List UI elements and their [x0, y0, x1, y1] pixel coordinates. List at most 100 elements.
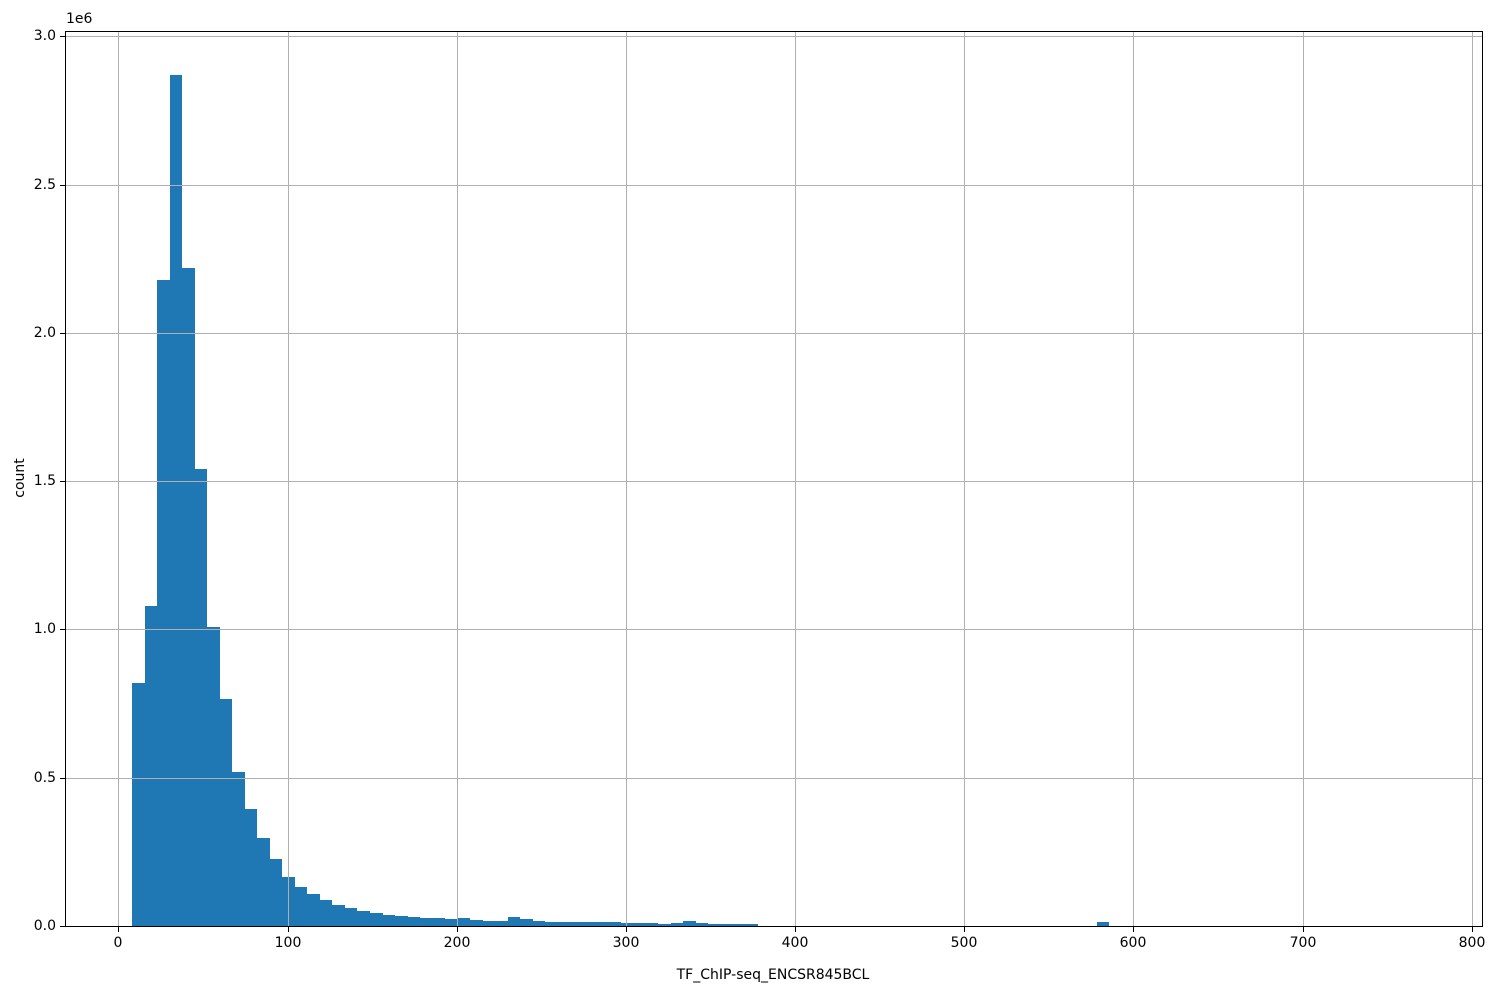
- x-gridline: [1472, 32, 1473, 926]
- histogram-bar: [470, 920, 483, 926]
- histogram-bar: [458, 918, 470, 926]
- histogram-bar: [683, 921, 696, 926]
- histogram-bar: [671, 923, 683, 926]
- x-tick-label: 0: [113, 935, 123, 951]
- histogram-bar: [520, 919, 533, 926]
- x-gridline: [626, 32, 627, 926]
- x-gridline: [288, 32, 289, 926]
- histogram-bar: [733, 924, 746, 926]
- x-tick-label: 400: [781, 935, 809, 951]
- histogram-bar: [195, 469, 207, 926]
- plot-area: [65, 31, 1483, 927]
- x-tick-mark: [964, 927, 965, 932]
- histogram-bar: [570, 922, 583, 926]
- histogram-bar: [145, 606, 157, 926]
- x-tick-label: 300: [612, 935, 640, 951]
- x-tick-mark: [1303, 927, 1304, 932]
- histogram-bar: [345, 908, 357, 926]
- y-tick-label: 1.5: [33, 473, 56, 489]
- y-axis-offset-label: 1e6: [66, 11, 93, 27]
- histogram-bar: [357, 911, 370, 926]
- y-tick-mark: [60, 778, 65, 779]
- histogram-bar: [696, 923, 708, 926]
- x-gridline: [1303, 32, 1304, 926]
- x-tick-mark: [626, 927, 627, 932]
- histogram-bar: [558, 922, 570, 926]
- histogram-bar: [1097, 922, 1109, 926]
- y-tick-mark: [60, 36, 65, 37]
- histogram-bar: [545, 922, 558, 926]
- y-gridline: [66, 629, 1482, 630]
- histogram-bar: [270, 859, 282, 926]
- x-tick-label: 200: [443, 935, 471, 951]
- histogram-bar: [132, 683, 145, 926]
- y-tick-label: 3.0: [33, 28, 56, 44]
- histogram-bar: [633, 923, 646, 926]
- histogram-bar: [257, 838, 270, 926]
- histogram-bar: [608, 922, 621, 926]
- histogram-bar: [307, 894, 320, 926]
- x-tick-label: 100: [274, 935, 302, 951]
- y-tick-label: 2.5: [33, 177, 56, 193]
- y-tick-mark: [60, 481, 65, 482]
- x-gridline: [457, 32, 458, 926]
- histogram-bar: [508, 917, 520, 926]
- histogram-bar: [408, 917, 420, 926]
- x-tick-mark: [1472, 927, 1473, 932]
- x-tick-mark: [795, 927, 796, 932]
- histogram-bar: [182, 268, 195, 926]
- histogram-bar: [207, 627, 220, 926]
- histogram-bar: [445, 919, 458, 926]
- histogram-bar: [721, 924, 733, 926]
- histogram-bar: [483, 921, 495, 926]
- histogram-bar: [232, 772, 245, 926]
- y-tick-label: 2.0: [33, 325, 56, 341]
- y-tick-mark: [60, 333, 65, 334]
- histogram-bar: [621, 923, 633, 926]
- grid: [66, 32, 1482, 926]
- histogram-bar: [658, 924, 671, 926]
- y-gridline: [66, 481, 1482, 482]
- y-gridline: [66, 778, 1482, 779]
- histogram-bar: [595, 922, 608, 926]
- y-gridline: [66, 185, 1482, 186]
- histogram-bar: [220, 699, 232, 926]
- x-gridline: [964, 32, 965, 926]
- x-axis-label: TF_ChIP-seq_ENCSR845BCL: [676, 967, 870, 983]
- x-tick-mark: [1133, 927, 1134, 932]
- histogram-bar: [746, 924, 758, 926]
- histogram-bar: [370, 913, 383, 926]
- histogram-bar: [646, 923, 658, 926]
- y-tick-label: 1.0: [33, 621, 56, 637]
- x-tick-label: 600: [1119, 935, 1147, 951]
- y-tick-label: 0.0: [33, 918, 56, 934]
- histogram-bar: [332, 905, 345, 926]
- x-tick-label: 500: [950, 935, 978, 951]
- x-gridline: [795, 32, 796, 926]
- x-tick-mark: [288, 927, 289, 932]
- histogram-bar: [170, 75, 182, 926]
- histogram-bar: [295, 887, 307, 926]
- histogram-bar: [533, 921, 545, 926]
- histogram-bar: [245, 809, 257, 926]
- y-gridline: [66, 36, 1482, 37]
- x-tick-label: 800: [1458, 935, 1486, 951]
- y-tick-mark: [60, 629, 65, 630]
- histogram-bars: [66, 32, 1482, 926]
- histogram-bar: [157, 280, 170, 926]
- x-tick-mark: [457, 927, 458, 932]
- x-tick-mark: [118, 927, 119, 932]
- histogram-bar: [495, 921, 508, 926]
- y-tick-label: 0.5: [33, 770, 56, 786]
- histogram-bar: [420, 918, 433, 926]
- histogram-bar: [433, 918, 445, 926]
- histogram-bar: [395, 916, 408, 926]
- histogram-bar: [708, 924, 721, 926]
- histogram-bar: [583, 922, 595, 926]
- y-tick-mark: [60, 185, 65, 186]
- y-tick-mark: [60, 926, 65, 927]
- y-gridline: [66, 333, 1482, 334]
- histogram-bar: [383, 915, 395, 926]
- histogram-bar: [320, 900, 332, 926]
